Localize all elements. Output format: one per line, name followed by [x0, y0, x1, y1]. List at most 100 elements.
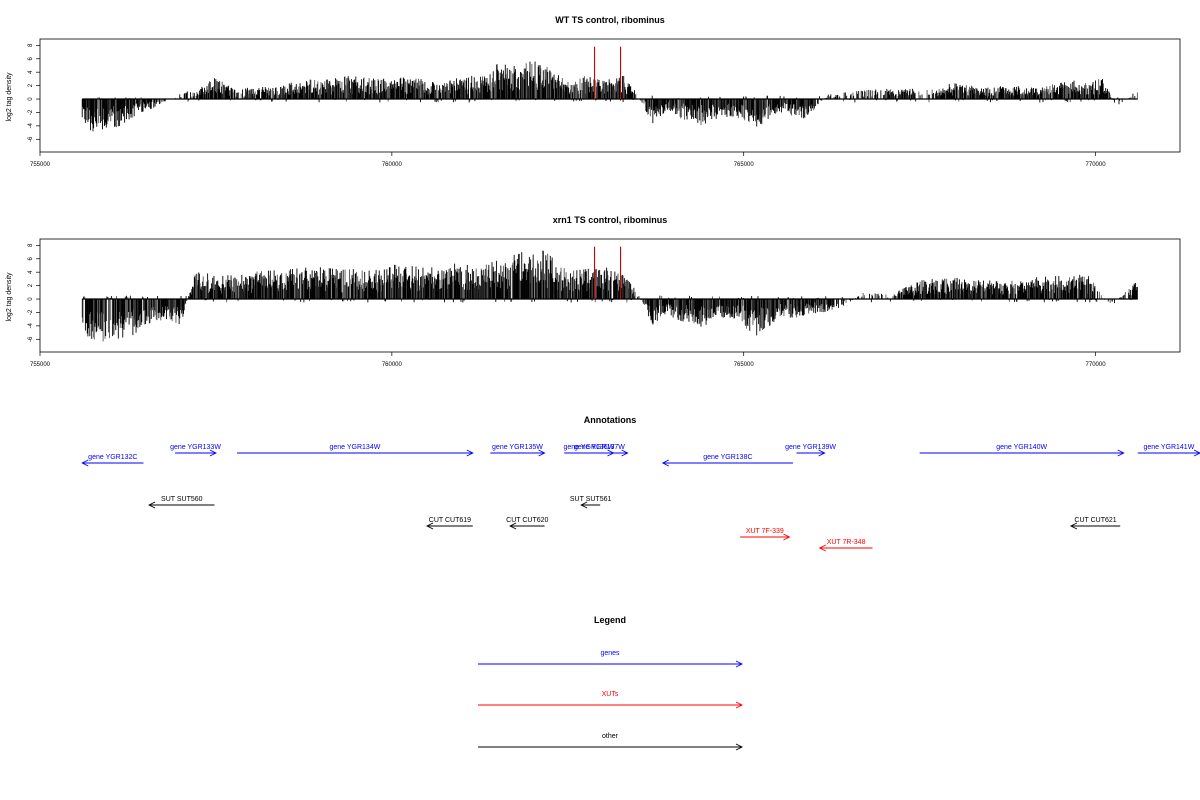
legend-entry: genes — [478, 650, 744, 668]
feature-arrow-head — [818, 544, 826, 552]
legend-entries: genes XUTs other — [478, 650, 744, 751]
x-tick-label: 760000 — [382, 362, 403, 368]
x-tick-label: 765000 — [734, 362, 755, 368]
annotation-feature: CUT CUT620 — [506, 517, 549, 530]
y-tick-label: -4 — [28, 323, 34, 329]
annotation-feature: gene YGR139W — [785, 444, 836, 457]
annotation-feature: gene YGR137W — [571, 444, 629, 457]
feature-label: gene YGR132C — [88, 454, 137, 461]
y-tick-label: 4 — [28, 270, 34, 274]
feature-label: gene YGR133W — [170, 444, 221, 451]
feature-arrow-head — [1117, 449, 1125, 457]
y-tick-label: 4 — [28, 70, 34, 74]
feature-label: gene YGR135W — [492, 444, 543, 451]
feature-label: gene YGR134W — [329, 444, 380, 451]
wt-track-panel: WT TS control, ribominus log2 tag densit… — [6, 15, 1181, 168]
feature-arrow-head — [1069, 522, 1078, 530]
annotation-feature: XUT 7R-348 — [818, 539, 873, 552]
feature-arrow-head — [209, 449, 217, 457]
feature-label: gene YGR137W — [574, 444, 625, 451]
annotation-feature: gene YGR134W — [237, 444, 474, 457]
feature-arrow-head — [1193, 449, 1200, 457]
wt-marker-lines — [593, 46, 622, 100]
feature-label: CUT CUT619 — [429, 517, 471, 524]
feature-label: XUT 7F-339 — [746, 528, 784, 535]
annotation-feature: CUT CUT621 — [1069, 517, 1121, 530]
y-tick-label: -2 — [28, 309, 34, 315]
feature-label: gene YGR139W — [785, 444, 836, 451]
annotation-feature: gene YGR138C — [661, 454, 793, 467]
legend-entry: XUTs — [478, 691, 744, 709]
feature-label: gene YGR138C — [703, 454, 752, 461]
legend-panel: Legend genes XUTs other — [478, 615, 744, 751]
y-tick-label: -6 — [28, 336, 34, 342]
legend-label: genes — [600, 650, 620, 657]
feature-arrow-head — [148, 501, 156, 509]
feature-label: gene YGR136W — [563, 444, 614, 451]
legend-label: other — [602, 733, 619, 740]
feature-label: gene YGR140W — [996, 444, 1047, 451]
feature-arrow-head — [466, 449, 474, 457]
y-tick-label: 6 — [28, 56, 34, 60]
feature-label: CUT CUT620 — [506, 517, 548, 524]
y-tick-label: 8 — [28, 43, 34, 47]
x-tick-label: 755000 — [30, 162, 51, 168]
xrn1-axes: -6 -4 -2 0 2 4 6 8 755000 760000 765000 770000 — [28, 238, 1181, 368]
feature-arrow-head — [538, 449, 546, 457]
feature-arrow-head — [580, 501, 588, 509]
x-tick-label: 760000 — [382, 162, 403, 168]
annotation-features: gene YGR132C gene YGR133W gene YGR134W gene… — [81, 444, 1200, 552]
x-tick-label: 770000 — [1086, 362, 1107, 368]
annotation-feature: CUT CUT619 — [426, 517, 473, 530]
legend-arrow-head — [735, 660, 744, 668]
feature-label: SUT SUT560 — [161, 496, 203, 503]
feature-arrow-head — [509, 522, 517, 530]
xrn1-signal-bars — [81, 250, 1138, 342]
legend-title: Legend — [594, 615, 626, 625]
wt-track-title: WT TS control, ribominus — [555, 15, 665, 25]
feature-arrow-head — [621, 449, 629, 457]
plot-frame — [39, 38, 1181, 153]
xrn1-track-panel: xrn1 TS control, ribominus log2 tag dens… — [6, 215, 1181, 368]
y-tick-label: -6 — [28, 136, 34, 142]
feature-label: gene YGR141W — [1143, 444, 1194, 451]
annotation-feature: gene YGR132C — [81, 454, 144, 467]
y-tick-label: 2 — [28, 283, 34, 287]
y-tick-label: 0 — [28, 97, 34, 101]
feature-arrow-head — [81, 459, 89, 467]
legend-entry: other — [478, 733, 744, 751]
feature-arrow-head — [783, 533, 791, 541]
wt-signal-bars — [81, 61, 1138, 132]
x-tick-label: 765000 — [734, 162, 755, 168]
annotation-feature: SUT SUT561 — [570, 496, 612, 509]
x-tick-label: 770000 — [1086, 162, 1107, 168]
xrn1-track-ylabel: log2 tag density — [6, 272, 13, 322]
y-tick-label: -4 — [28, 123, 34, 129]
annotation-feature: gene YGR140W — [919, 444, 1125, 457]
wt-axes: -6 -4 -2 0 2 4 6 8 755000 760000 765000 770000 — [28, 38, 1181, 168]
feature-label: SUT SUT561 — [570, 496, 612, 503]
feature-label: CUT CUT621 — [1074, 517, 1116, 524]
plot-frame — [39, 238, 1181, 353]
x-tick-label: 755000 — [30, 362, 51, 368]
legend-arrow-head — [735, 743, 744, 751]
y-tick-label: 0 — [28, 297, 34, 301]
feature-arrow-head — [818, 449, 826, 457]
y-tick-label: 6 — [28, 256, 34, 260]
legend-arrow-head — [735, 701, 744, 709]
feature-arrow-head — [661, 459, 669, 467]
y-tick-label: 2 — [28, 83, 34, 87]
feature-label: XUT 7R-348 — [827, 539, 866, 546]
xrn1-marker-lines — [593, 246, 622, 300]
y-tick-label: 8 — [28, 243, 34, 247]
feature-arrow-head — [426, 522, 434, 530]
annotation-feature: gene YGR135W — [490, 444, 546, 457]
y-tick-label: -2 — [28, 109, 34, 115]
xrn1-track-title: xrn1 TS control, ribominus — [553, 215, 668, 225]
annotation-feature: gene YGR141W — [1137, 444, 1200, 457]
legend-label: XUTs — [602, 691, 619, 698]
annotation-feature: SUT SUT560 — [148, 496, 215, 509]
annotations-title: Annotations — [584, 415, 637, 425]
